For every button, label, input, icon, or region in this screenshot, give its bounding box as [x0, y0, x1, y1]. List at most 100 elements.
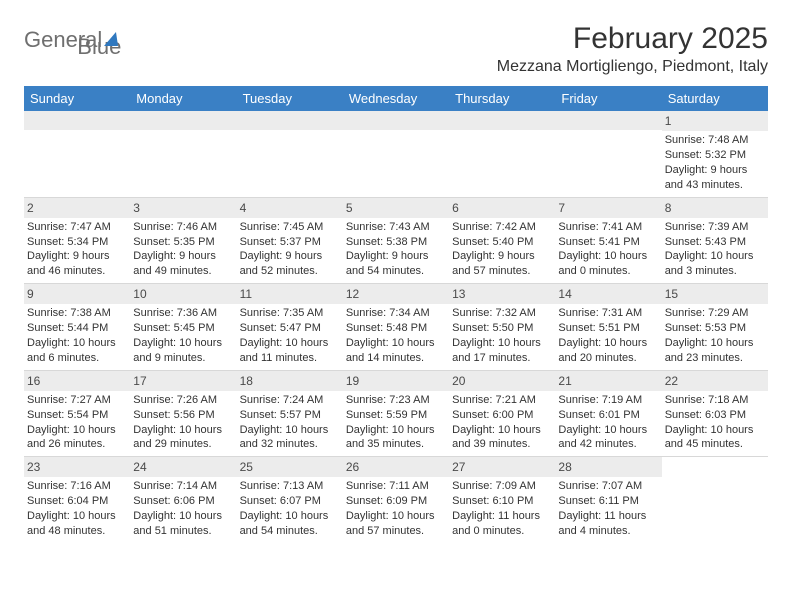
sunrise-text: Sunrise: 7:41 AM — [558, 220, 657, 235]
daylight-text: Daylight: 10 hours and 48 minutes. — [27, 509, 126, 539]
sunrise-text: Sunrise: 7:16 AM — [27, 479, 126, 494]
calendar-cell: 17Sunrise: 7:26 AMSunset: 5:56 PMDayligh… — [130, 371, 236, 457]
daylight-text: Daylight: 10 hours and 6 minutes. — [27, 336, 126, 366]
calendar-cell: 25Sunrise: 7:13 AMSunset: 6:07 PMDayligh… — [237, 457, 343, 543]
sunset-text: Sunset: 5:41 PM — [558, 235, 657, 250]
sunset-text: Sunset: 6:11 PM — [558, 494, 657, 509]
calendar-cell: 11Sunrise: 7:35 AMSunset: 5:47 PMDayligh… — [237, 284, 343, 370]
header-right: February 2025 Mezzana Mortigliengo, Pied… — [497, 22, 768, 76]
calendar-cell — [24, 111, 130, 197]
cell-content: Sunrise: 7:27 AMSunset: 5:54 PMDaylight:… — [24, 393, 130, 456]
day-number: 10 — [130, 284, 236, 304]
cell-content: Sunrise: 7:45 AMSunset: 5:37 PMDaylight:… — [237, 220, 343, 283]
day-header-saturday: Saturday — [662, 86, 768, 111]
cell-content: Sunrise: 7:36 AMSunset: 5:45 PMDaylight:… — [130, 306, 236, 369]
sunset-text: Sunset: 5:44 PM — [27, 321, 126, 336]
sunset-text: Sunset: 5:43 PM — [665, 235, 764, 250]
daylight-text: Daylight: 10 hours and 26 minutes. — [27, 423, 126, 453]
sunset-text: Sunset: 6:01 PM — [558, 408, 657, 423]
daylight-text: Daylight: 9 hours and 57 minutes. — [452, 249, 551, 279]
sunrise-text: Sunrise: 7:09 AM — [452, 479, 551, 494]
calendar-cell: 6Sunrise: 7:42 AMSunset: 5:40 PMDaylight… — [449, 198, 555, 284]
sunrise-text: Sunrise: 7:11 AM — [346, 479, 445, 494]
cell-content: Sunrise: 7:24 AMSunset: 5:57 PMDaylight:… — [237, 393, 343, 456]
daylight-text: Daylight: 10 hours and 54 minutes. — [240, 509, 339, 539]
day-number: 14 — [555, 284, 661, 304]
sunrise-text: Sunrise: 7:24 AM — [240, 393, 339, 408]
day-number: 6 — [449, 198, 555, 218]
sunrise-text: Sunrise: 7:29 AM — [665, 306, 764, 321]
sunset-text: Sunset: 5:34 PM — [27, 235, 126, 250]
daylight-text: Daylight: 9 hours and 46 minutes. — [27, 249, 126, 279]
day-number: 12 — [343, 284, 449, 304]
calendar-cell: 28Sunrise: 7:07 AMSunset: 6:11 PMDayligh… — [555, 457, 661, 543]
sunset-text: Sunset: 5:50 PM — [452, 321, 551, 336]
calendar-cell — [237, 111, 343, 197]
cell-content: Sunrise: 7:19 AMSunset: 6:01 PMDaylight:… — [555, 393, 661, 456]
cell-content: Sunrise: 7:26 AMSunset: 5:56 PMDaylight:… — [130, 393, 236, 456]
location-text: Mezzana Mortigliengo, Piedmont, Italy — [497, 58, 768, 76]
day-number: 20 — [449, 371, 555, 391]
day-number: 16 — [24, 371, 130, 391]
sunrise-text: Sunrise: 7:18 AM — [665, 393, 764, 408]
calendar-page: General Blue February 2025 Mezzana Morti… — [0, 0, 792, 543]
daylight-text: Daylight: 10 hours and 3 minutes. — [665, 249, 764, 279]
daylight-text: Daylight: 9 hours and 49 minutes. — [133, 249, 232, 279]
day-number: 26 — [343, 457, 449, 477]
sunset-text: Sunset: 6:04 PM — [27, 494, 126, 509]
day-number: 21 — [555, 371, 661, 391]
day-number: 3 — [130, 198, 236, 218]
sunset-text: Sunset: 5:59 PM — [346, 408, 445, 423]
day-header-tuesday: Tuesday — [237, 86, 343, 111]
week-row: 1Sunrise: 7:48 AMSunset: 5:32 PMDaylight… — [24, 111, 768, 198]
blank-day-num — [555, 111, 661, 130]
sunrise-text: Sunrise: 7:07 AM — [558, 479, 657, 494]
sunset-text: Sunset: 6:00 PM — [452, 408, 551, 423]
day-number: 4 — [237, 198, 343, 218]
day-number: 18 — [237, 371, 343, 391]
cell-content: Sunrise: 7:42 AMSunset: 5:40 PMDaylight:… — [449, 220, 555, 283]
daylight-text: Daylight: 9 hours and 52 minutes. — [240, 249, 339, 279]
blank-day-num — [449, 111, 555, 130]
day-number: 22 — [662, 371, 768, 391]
sunset-text: Sunset: 5:45 PM — [133, 321, 232, 336]
blank-day-num — [237, 111, 343, 130]
sunrise-text: Sunrise: 7:34 AM — [346, 306, 445, 321]
sunset-text: Sunset: 6:06 PM — [133, 494, 232, 509]
daylight-text: Daylight: 10 hours and 11 minutes. — [240, 336, 339, 366]
calendar-cell: 26Sunrise: 7:11 AMSunset: 6:09 PMDayligh… — [343, 457, 449, 543]
cell-content: Sunrise: 7:21 AMSunset: 6:00 PMDaylight:… — [449, 393, 555, 456]
sunrise-text: Sunrise: 7:26 AM — [133, 393, 232, 408]
daylight-text: Daylight: 10 hours and 20 minutes. — [558, 336, 657, 366]
sunrise-text: Sunrise: 7:19 AM — [558, 393, 657, 408]
sunrise-text: Sunrise: 7:46 AM — [133, 220, 232, 235]
calendar-cell: 2Sunrise: 7:47 AMSunset: 5:34 PMDaylight… — [24, 198, 130, 284]
day-number: 25 — [237, 457, 343, 477]
sunset-text: Sunset: 5:37 PM — [240, 235, 339, 250]
day-number: 15 — [662, 284, 768, 304]
calendar-cell: 10Sunrise: 7:36 AMSunset: 5:45 PMDayligh… — [130, 284, 236, 370]
day-number: 1 — [662, 111, 768, 131]
logo-triangle-icon — [104, 32, 120, 46]
calendar-grid: Sunday Monday Tuesday Wednesday Thursday… — [24, 86, 768, 543]
week-row: 23Sunrise: 7:16 AMSunset: 6:04 PMDayligh… — [24, 457, 768, 543]
day-number: 7 — [555, 198, 661, 218]
sunrise-text: Sunrise: 7:35 AM — [240, 306, 339, 321]
calendar-cell: 3 Sunrise: 7:46 AMSunset: 5:35 PMDaylight… — [130, 198, 236, 284]
daylight-text: Daylight: 10 hours and 29 minutes. — [133, 423, 232, 453]
calendar-cell: 21Sunrise: 7:19 AMSunset: 6:01 PMDayligh… — [555, 371, 661, 457]
sunset-text: Sunset: 5:51 PM — [558, 321, 657, 336]
calendar-cell — [449, 111, 555, 197]
day-number: 2 — [24, 198, 130, 218]
blank-day-num — [130, 111, 236, 130]
daylight-text: Daylight: 10 hours and 14 minutes. — [346, 336, 445, 366]
calendar-cell: 18Sunrise: 7:24 AMSunset: 5:57 PMDayligh… — [237, 371, 343, 457]
sunrise-text: Sunrise: 7:39 AM — [665, 220, 764, 235]
sunrise-text: Sunrise: 7:38 AM — [27, 306, 126, 321]
daylight-text: Daylight: 10 hours and 35 minutes. — [346, 423, 445, 453]
week-row: 2Sunrise: 7:47 AMSunset: 5:34 PMDaylight… — [24, 198, 768, 285]
sunset-text: Sunset: 5:35 PM — [133, 235, 232, 250]
day-number: 8 — [662, 198, 768, 218]
sunrise-text: Sunrise: 7:23 AM — [346, 393, 445, 408]
daylight-text: Daylight: 9 hours and 43 minutes. — [665, 163, 764, 193]
